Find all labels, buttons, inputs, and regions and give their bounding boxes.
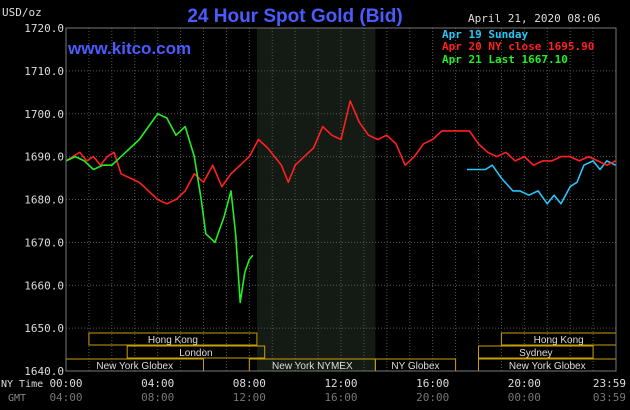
session-label: Sydney [519,348,552,359]
legend-apr20: Apr 20 NY close 1695.90 [442,40,594,53]
x-tick-ny: 20:00 [508,377,541,390]
session-label: New York Globex [509,361,586,372]
legend-apr21: Apr 21 Last 1667.10 [442,53,568,66]
site-watermark: www.kitco.com [67,39,191,58]
session-label: Hong Kong [148,335,198,346]
x-tick-ny: 08:00 [233,377,266,390]
x-tick-ny: 23:59 [593,377,626,390]
session-label: London [179,348,212,359]
session-label: Hong Kong [534,335,584,346]
session-bar [126,345,266,359]
series-line-0 [467,160,616,205]
x-tick-ny: 16:00 [416,377,449,390]
chart-title: 24 Hour Spot Gold (Bid) [187,6,402,27]
x-tick-ny: 04:00 [141,377,174,390]
y-tick-label: 1640.0 [24,365,64,378]
y-tick-label: 1680.0 [24,194,64,207]
y-tick-labels: 1720.0 1710.0 1700.0 1690.0 1680.0 1670.0 1660… [24,22,64,378]
x-tick-ny: 00:00 [49,377,82,390]
session-label: New York NYMEX [272,361,353,372]
x-tick-gmt: 16:00 [324,391,357,404]
x-tick-gmt: 03:59 [593,391,626,404]
series-line-2 [65,113,254,304]
ny-time-label: NY Time [1,379,43,390]
y-tick-label: 1690.0 [24,151,64,164]
legend-apr19: Apr 19 Sunday [442,28,528,41]
legend: Apr 19 Sunday Apr 20 NY close 1695.90 Ap… [442,28,594,66]
x-tick-gmt: 20:00 [416,391,449,404]
x-tick-ny: 12:00 [324,377,357,390]
x-tick-gmt: 04:00 [49,391,82,404]
session-label: New York Globex [96,361,173,372]
y-tick-label: 1720.0 [24,22,64,35]
series-lines [65,100,616,304]
y-tick-label: 1650.0 [24,322,64,335]
chart-date: April 21, 2020 08:06 [468,12,600,25]
y-tick-label: 1700.0 [24,108,64,121]
x-tick-labels: 00:0004:0004:0008:0008:0012:0012:0016:00… [49,377,626,404]
unit-label: USD/oz [2,6,42,19]
session-bar [88,332,258,346]
y-tick-label: 1660.0 [24,279,64,292]
y-tick-label: 1670.0 [24,236,64,249]
gmt-label: GMT [8,393,26,404]
x-tick-gmt: 00:00 [508,391,541,404]
session-bar [478,345,594,359]
grid-lines [66,27,616,372]
plot-frame [65,27,617,372]
series-line-1 [65,100,616,205]
x-tick-gmt: 12:00 [233,391,266,404]
session-label: NY Globex [391,361,439,372]
y-tick-label: 1710.0 [24,65,64,78]
x-tick-gmt: 08:00 [141,391,174,404]
